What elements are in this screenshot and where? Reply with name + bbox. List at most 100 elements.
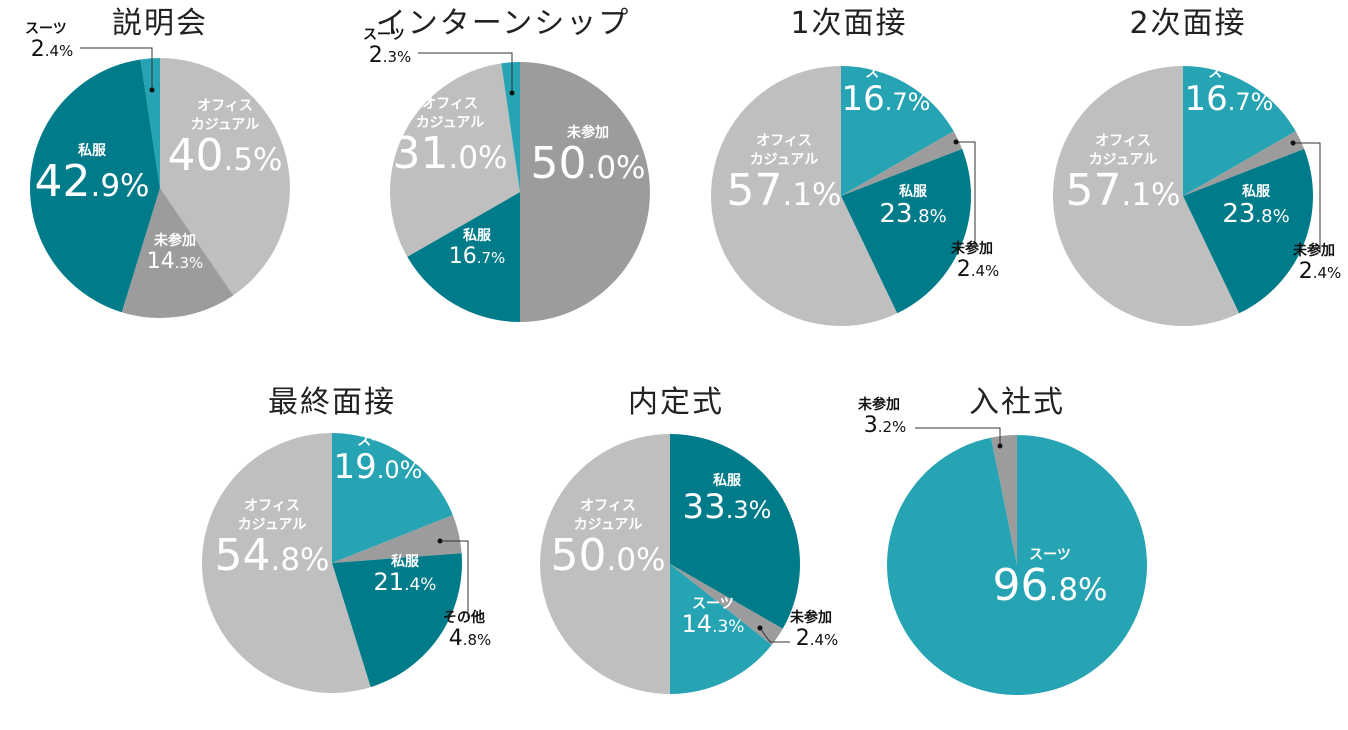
pie-slice bbox=[407, 192, 520, 322]
slice-value: 23.8% bbox=[879, 199, 946, 229]
leader-dot bbox=[437, 538, 443, 544]
slice-value: 14.3% bbox=[147, 249, 204, 274]
slice-value: 16.7% bbox=[449, 244, 506, 269]
slice-value: 16.7% bbox=[1185, 79, 1274, 119]
slice-label: スーツ bbox=[357, 433, 399, 449]
pie-slice bbox=[670, 564, 772, 694]
slice-value: 42.9% bbox=[34, 156, 149, 207]
slice-value: 2.3% bbox=[369, 43, 412, 68]
slice-label: 未参加 bbox=[858, 396, 900, 413]
slice-label: カジュアル bbox=[1089, 152, 1158, 168]
chart-title: 説明会 bbox=[112, 6, 208, 41]
slice-value: 21.4% bbox=[374, 568, 437, 596]
pie-slice bbox=[841, 148, 972, 314]
chart-title: 入社式 bbox=[969, 385, 1065, 420]
slice-label: その他 bbox=[443, 609, 485, 626]
pie-slice bbox=[121, 188, 234, 318]
pie-slice bbox=[140, 58, 160, 188]
slice-value: 33.3% bbox=[683, 487, 772, 527]
slice-label: スーツ bbox=[865, 65, 907, 81]
slice-label: オフィス bbox=[1095, 133, 1151, 149]
slice-label: スーツ bbox=[363, 27, 405, 43]
pie-slice bbox=[711, 66, 898, 326]
leader-line bbox=[440, 540, 469, 618]
slice-label: オフィス bbox=[756, 133, 812, 149]
slice-label: 私服 bbox=[713, 472, 742, 489]
slice-label: カジュアル bbox=[750, 152, 819, 168]
chart-title: 1次面接 bbox=[790, 6, 907, 41]
pie-slice bbox=[201, 433, 371, 693]
leader-dot bbox=[997, 443, 1003, 449]
slice-label: 私服 bbox=[899, 183, 928, 200]
pie-slice bbox=[160, 58, 290, 296]
slice-label: オフィス bbox=[422, 96, 478, 112]
chart-title: 最終面接 bbox=[268, 385, 396, 420]
slice-label: カジュアル bbox=[574, 517, 643, 533]
slice-value: 57.1% bbox=[1065, 165, 1180, 216]
pie-slice bbox=[670, 434, 800, 629]
slice-label: オフィス bbox=[197, 98, 253, 114]
pie-slice bbox=[1183, 148, 1314, 314]
slice-label: オフィス bbox=[244, 498, 300, 514]
slice-label: 未参加 bbox=[154, 232, 196, 249]
leader-line bbox=[915, 427, 1001, 446]
pie-slice bbox=[1053, 66, 1240, 326]
slice-value: 54.8% bbox=[214, 530, 329, 581]
leader-line bbox=[418, 52, 513, 93]
slice-value: 50.0% bbox=[530, 138, 645, 189]
pie-slice bbox=[390, 63, 520, 257]
slice-label: スーツ bbox=[1208, 65, 1250, 81]
leader-dot bbox=[953, 139, 959, 145]
pie-slice bbox=[1183, 66, 1296, 196]
leader-dot bbox=[149, 87, 155, 93]
leader-line bbox=[956, 141, 976, 245]
pie-slice bbox=[887, 435, 1148, 695]
pie-slice bbox=[520, 62, 650, 322]
slice-value: 3.2% bbox=[864, 413, 907, 438]
slice-label: カジュアル bbox=[238, 517, 307, 533]
slice-label: 私服 bbox=[1242, 183, 1271, 200]
slice-value: 57.1% bbox=[726, 165, 841, 216]
slice-label: 私服 bbox=[78, 142, 107, 159]
slice-label: スーツ bbox=[692, 596, 734, 612]
chart-title: 2次面接 bbox=[1129, 6, 1246, 41]
pie-slice bbox=[1183, 131, 1305, 196]
pie-slice bbox=[501, 62, 520, 192]
leader-line bbox=[759, 627, 790, 643]
slice-value: 96.8% bbox=[992, 560, 1107, 611]
slice-value: 50.0% bbox=[550, 530, 665, 581]
slice-label: オフィス bbox=[580, 498, 636, 514]
slice-label: 未参加 bbox=[567, 124, 609, 141]
pie-slice bbox=[841, 66, 954, 196]
slice-value: 40.5% bbox=[167, 130, 282, 181]
slice-value: 2.4% bbox=[957, 257, 1000, 282]
leader-line bbox=[80, 47, 153, 90]
slice-value: 31.0% bbox=[392, 128, 507, 179]
pie-slice bbox=[841, 131, 963, 196]
slice-label: 私服 bbox=[463, 227, 492, 244]
slice-value: 14.3% bbox=[682, 610, 745, 638]
pie-slice bbox=[332, 553, 462, 688]
slice-value: 4.8% bbox=[449, 626, 492, 651]
slice-value: 2.4% bbox=[1299, 259, 1342, 284]
pie-slice bbox=[332, 515, 462, 563]
slice-label: 未参加 bbox=[1293, 242, 1335, 259]
slice-value: 2.4% bbox=[796, 626, 839, 651]
pie-slice bbox=[991, 435, 1017, 565]
leader-dot bbox=[509, 90, 515, 96]
leader-line bbox=[1293, 142, 1321, 253]
chart-title: インターンシップ bbox=[376, 6, 631, 41]
slice-label: 未参加 bbox=[790, 609, 832, 626]
leader-dot bbox=[1290, 140, 1296, 146]
chart-title: 内定式 bbox=[628, 385, 724, 420]
slice-value: 16.7% bbox=[842, 79, 931, 119]
slice-value: 19.0% bbox=[334, 447, 423, 487]
slice-value: 2.4% bbox=[31, 37, 74, 62]
